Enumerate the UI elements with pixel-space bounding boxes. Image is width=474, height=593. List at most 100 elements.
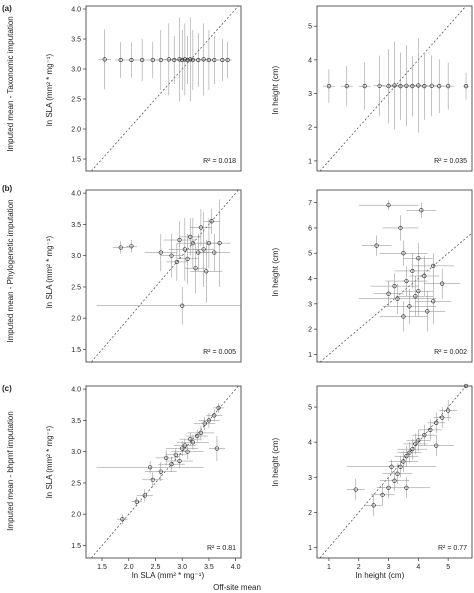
y-tick-label-c-height-1: 2 (308, 510, 312, 517)
data-point-a-height-4 (386, 84, 391, 89)
data-point-b-height-9 (404, 278, 409, 284)
data-point-a-height-13 (446, 84, 451, 89)
y-tick-label-b-height-2: 3 (308, 301, 312, 308)
r-squared-c-height: R² = 0.77 (438, 545, 467, 552)
y-tick-label-b-sla-5: 4.0 (71, 191, 81, 198)
y-tick-label-a-sla-4: 3.5 (71, 37, 81, 44)
data-point-b-sla-19 (209, 219, 214, 224)
error-bars-c-sla (96, 402, 225, 525)
data-point-b-height-2 (398, 225, 403, 231)
data-point-c-height-17 (446, 408, 451, 413)
data-point-b-height-7 (410, 268, 415, 274)
data-point-b-sla-16 (206, 241, 212, 246)
x-tick-label-c-sla-0: 1.5 (97, 564, 107, 571)
row-label-b: Imputed mean - Phylogenetic imputation (6, 199, 15, 342)
y-tick-label-b-sla-0: 1.5 (71, 347, 81, 354)
plot-frame-c-height (316, 385, 473, 559)
data-point-a-sla-15 (201, 57, 206, 62)
data-point-b-height-15 (431, 299, 436, 304)
y-tick-label-a-sla-2: 2.5 (71, 97, 81, 104)
data-point-a-height-12 (437, 84, 442, 89)
data-point-a-sla-10 (182, 57, 187, 62)
x-tick-label-c-height-4: 5 (446, 564, 450, 571)
data-point-c-height-18 (463, 383, 469, 389)
panel-a-height: 1 2 3 4 5 R² = 0.035 (308, 5, 473, 172)
data-point-a-sla-9 (180, 57, 185, 63)
x-tick-label-c-height-1: 2 (357, 564, 361, 571)
data-point-c-height-5 (395, 471, 400, 476)
panel-label-b: (b) (2, 184, 13, 193)
data-point-b-height-0 (386, 203, 391, 208)
data-point-c-sla-21 (214, 446, 220, 451)
data-point-c-sla-0 (120, 517, 125, 522)
data-point-b-sla-8 (185, 256, 190, 261)
y-tick-label-b-height-3: 4 (308, 276, 312, 283)
r-squared-c-sla: R² = 0.81 (207, 545, 236, 552)
ylabel-a-height: ln height (cm) (271, 65, 280, 114)
y-tick-label-a-height-2: 3 (308, 91, 312, 98)
data-point-b-height-18 (401, 314, 406, 319)
panel-a-sla: 1.5 2.0 2.5 3.0 3.5 4.0 R² = 0.018 (71, 5, 242, 172)
data-point-c-height-10 (410, 447, 415, 452)
data-point-a-sla-5 (158, 57, 163, 63)
r-squared-a-height: R² = 0.035 (434, 158, 467, 165)
panel-c-sla: 1.5 2.0 2.5 3.0 3.5 4.0 1.5 2.0 2.5 3.0 3.5 4.0 R² =… (71, 385, 242, 571)
data-point-a-sla-17 (212, 57, 217, 63)
y-tick-label-a-sla-0: 1.5 (71, 157, 81, 164)
data-point-c-height-19 (389, 464, 394, 469)
identity-line-b-height (319, 232, 472, 362)
data-point-b-sla-7 (182, 247, 187, 252)
identity-line-a-sla (91, 6, 239, 171)
data-point-b-height-5 (416, 256, 421, 261)
y-tick-label-c-sla-1: 2.0 (71, 512, 81, 519)
y-tick-label-a-sla-5: 4.0 (71, 7, 81, 14)
data-point-a-sla-14 (196, 57, 201, 63)
data-point-b-sla-13 (198, 225, 204, 230)
data-point-c-height-2 (380, 492, 385, 497)
data-point-a-sla-0 (102, 57, 107, 62)
plot-frame-a-sla (85, 5, 242, 172)
data-point-b-height-19 (386, 291, 391, 296)
r-squared-b-height: R² = 0.002 (434, 349, 467, 356)
data-point-c-height-4 (392, 478, 397, 483)
y-tick-label-a-height-0: 1 (308, 158, 312, 165)
data-point-b-sla-4 (174, 259, 179, 265)
data-point-a-sla-1 (118, 57, 123, 63)
data-point-c-sla-1 (134, 499, 139, 504)
data-point-c-sla-11 (185, 449, 190, 454)
data-point-a-height-9 (416, 83, 421, 88)
data-point-c-sla-16 (202, 421, 207, 426)
data-point-c-height-6 (398, 464, 403, 469)
data-point-a-height-14 (463, 84, 469, 89)
data-point-c-height-1 (371, 503, 376, 508)
y-tick-label-a-height-3: 4 (308, 57, 312, 64)
data-point-b-height-4 (401, 251, 406, 256)
data-point-b-sla-10 (190, 241, 195, 246)
data-point-c-height-16 (440, 415, 445, 420)
data-point-c-height-12 (416, 438, 421, 443)
data-point-c-sla-14 (195, 433, 200, 439)
data-point-b-height-8 (422, 273, 427, 279)
x-tick-label-c-height-0: 1 (327, 564, 331, 571)
error-bars-b-height (358, 200, 461, 332)
data-point-b-height-11 (392, 284, 397, 289)
y-tick-label-c-height-3: 4 (308, 440, 312, 447)
data-point-c-sla-5 (164, 455, 169, 461)
data-point-c-height-13 (422, 433, 427, 438)
data-point-c-sla-15 (198, 430, 204, 436)
data-point-b-height-12 (416, 289, 421, 294)
y-tick-label-c-sla-2: 2.5 (71, 480, 81, 487)
y-tick-label-a-height-4: 5 (308, 24, 312, 31)
ylabel-a-sla: ln SLA (mm² * mg⁻¹) (45, 54, 54, 127)
x-tick-label-c-sla-4: 3.5 (204, 564, 214, 571)
error-bars-b-sla (96, 199, 241, 325)
data-point-a-sla-11 (185, 57, 190, 63)
data-point-b-height-6 (431, 263, 436, 268)
data-point-a-sla-2 (129, 57, 134, 63)
data-point-a-sla-8 (177, 57, 182, 62)
data-point-b-sla-9 (188, 234, 193, 240)
data-point-a-sla-13 (190, 57, 195, 63)
data-point-c-sla-7 (173, 452, 178, 457)
data-point-c-sla-18 (212, 413, 217, 418)
y-tick-label-a-sla-1: 2.0 (71, 127, 81, 134)
